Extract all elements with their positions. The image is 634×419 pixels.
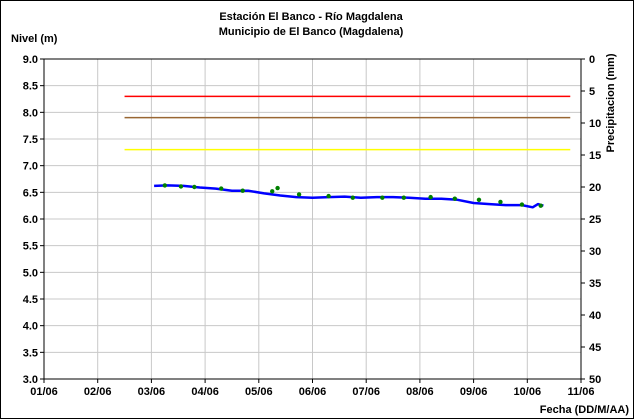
y-tick-label: 8.5: [23, 81, 38, 93]
x-tick-label: 11/06: [568, 386, 595, 398]
series-point: [428, 194, 433, 200]
x-axis-ticks: 01/06 02/06 03/06 04/06 05/06 06/06 07/06 08/06…: [30, 379, 594, 398]
x-tick-label: 08/06: [406, 386, 434, 398]
x-tick-label: 05/06: [245, 386, 273, 398]
series-line: [154, 184, 544, 209]
series-point: [270, 189, 275, 194]
series-point: [380, 195, 385, 200]
y-tick-label: 6.5: [23, 187, 38, 199]
series-point: [401, 195, 406, 200]
y2-tick-label: 0: [589, 54, 595, 66]
y-tick-label: 4.5: [23, 294, 38, 306]
y2-tick-label: 20: [589, 182, 601, 194]
chart-title: Estación El Banco - Río Magdalena: [219, 11, 403, 23]
y-tick-label: 6.0: [23, 214, 38, 226]
series-point: [476, 197, 482, 202]
chart-subtitle: Municipio de El Banco (Magdalena): [219, 26, 404, 38]
series-point: [240, 188, 245, 193]
series-point: [219, 186, 224, 191]
series-point: [538, 203, 543, 208]
y2-tick-label: 45: [589, 342, 601, 354]
y2-axis-label: Precipitacion (mm): [605, 53, 617, 152]
y-tick-label: 4.0: [23, 321, 38, 333]
y2-tick-label: 25: [589, 214, 601, 226]
x-tick-label: 04/06: [191, 386, 219, 398]
y2-tick-label: 5: [589, 86, 595, 98]
series-point: [498, 199, 503, 205]
x-tick-label: 10/06: [514, 386, 542, 398]
threshold-lines: [124, 95, 571, 151]
y2-tick-label: 50: [589, 374, 601, 386]
y-axis-label: Nivel (m): [11, 33, 58, 45]
series-point: [519, 202, 525, 207]
y-tick-label: 5.0: [23, 267, 38, 279]
y2-tick-label: 40: [589, 310, 601, 322]
x-tick-label: 02/06: [84, 386, 112, 398]
x-tick-label: 09/06: [460, 386, 488, 398]
x-tick-label: 07/06: [352, 386, 380, 398]
series-point: [296, 192, 302, 197]
series-point: [178, 184, 184, 189]
series-point: [350, 195, 355, 200]
grid: [43, 58, 582, 380]
y2-tick-label: 10: [589, 118, 601, 130]
series-point: [192, 184, 197, 190]
x-tick-label: 03/06: [138, 386, 166, 398]
y-tick-label: 9.0: [23, 54, 38, 66]
y2-tick-label: 30: [589, 246, 601, 258]
y-tick-label: 7.0: [23, 161, 38, 173]
y2-tick-label: 15: [589, 150, 601, 162]
series-point: [162, 183, 168, 188]
x-tick-label: 06/06: [299, 386, 327, 398]
series-point: [452, 196, 458, 201]
y-tick-label: 8.0: [23, 107, 38, 119]
y-tick-label: 5.5: [23, 241, 38, 253]
series-point: [275, 185, 280, 191]
y-axis-ticks: 3.0 3.5 4.0 4.5 5.0 5.5 6.0 6.5 7.0 7.5 8.0 8.5 9.0: [23, 54, 44, 386]
y2-axis-ticks: 0 5 10 15 20 25 30 35 40 45 50: [581, 54, 601, 386]
series-point: [326, 193, 331, 199]
y-tick-label: 3.5: [23, 347, 38, 359]
y-tick-label: 7.5: [23, 134, 38, 146]
series-layer: [154, 183, 544, 209]
x-tick-label: 01/06: [30, 386, 58, 398]
y2-tick-label: 35: [589, 278, 601, 290]
y-tick-label: 3.0: [23, 374, 38, 386]
x-axis-label: Fecha (DD/M/AA): [540, 404, 630, 416]
